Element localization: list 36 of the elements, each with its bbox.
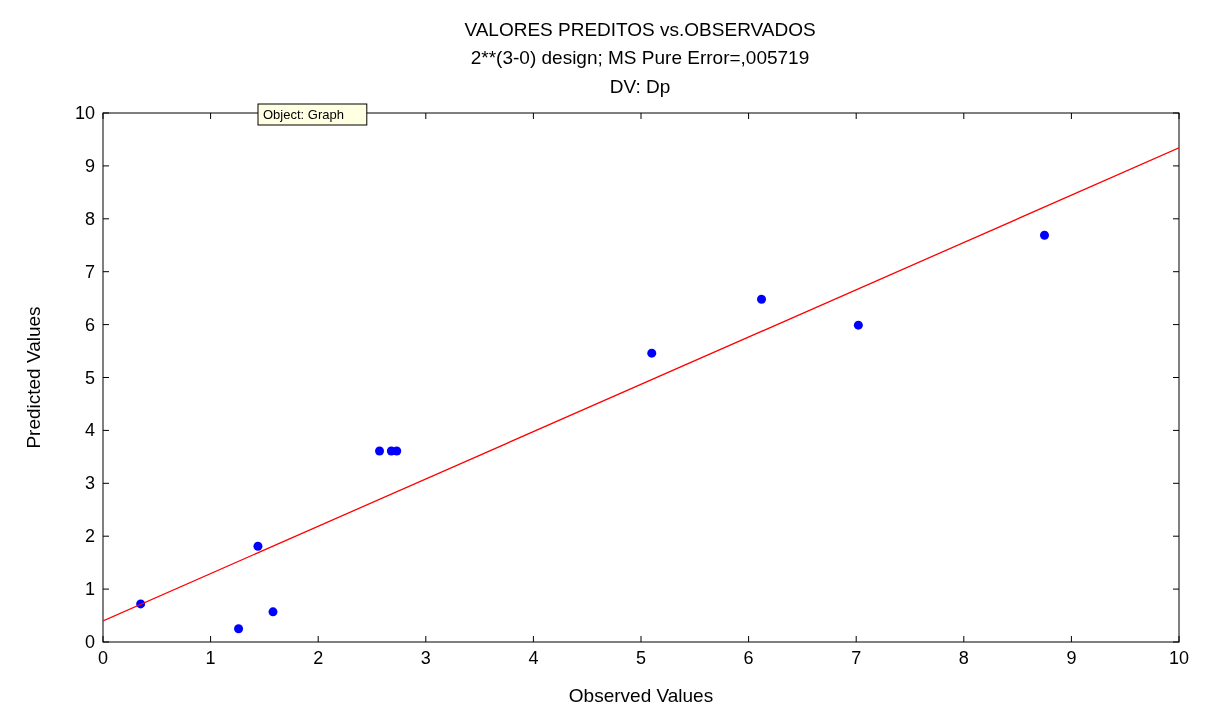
point: [392, 446, 402, 456]
y-tick-label: 10: [74, 103, 95, 123]
y-tick-label: 3: [84, 473, 95, 494]
point: [1040, 230, 1049, 240]
y-tick-label: 4: [84, 420, 95, 441]
y-tick-label: 2: [84, 526, 95, 547]
y-tick-label: 5: [84, 367, 95, 388]
point: [757, 294, 767, 304]
point: [375, 446, 385, 456]
x-tick-label: 3: [420, 648, 431, 668]
x-tick-label: 0: [97, 648, 109, 668]
y-tick-label: 1: [84, 579, 95, 600]
point: [268, 607, 278, 617]
annotation: Object: Graph: [263, 107, 344, 122]
x-tick-label: 10: [1168, 648, 1190, 668]
x-tick-label: 6: [743, 648, 754, 668]
x-tick-label: 2: [313, 648, 324, 668]
y-tick-label: 6: [84, 314, 95, 335]
x-tick-label: 9: [1066, 648, 1077, 668]
x-tick-label: 8: [958, 648, 969, 668]
y-tick-label: 0: [84, 632, 95, 652]
y-tick-label: 9: [84, 155, 95, 176]
point: [253, 541, 263, 551]
x-tick-label: 7: [851, 648, 862, 668]
point: [647, 348, 657, 358]
x-tick-label: 1: [205, 648, 216, 668]
chart-title: VALORES PREDITOS vs.OBSERVADOS: [464, 19, 816, 40]
x-tick-label: 5: [635, 648, 647, 668]
chart-subtitle: 2**(3-0) design; MS Pure Error=,005719 DV: Dp: [470, 47, 810, 97]
y-tick-label: 8: [84, 208, 95, 229]
y-axis-title: Predicted Values: [23, 306, 44, 449]
point: [853, 320, 863, 330]
x-axis-title: Observed Values: [568, 685, 714, 706]
point: [234, 624, 244, 634]
x-tick-label: 4: [528, 648, 539, 668]
y-tick-label: 7: [84, 261, 95, 282]
